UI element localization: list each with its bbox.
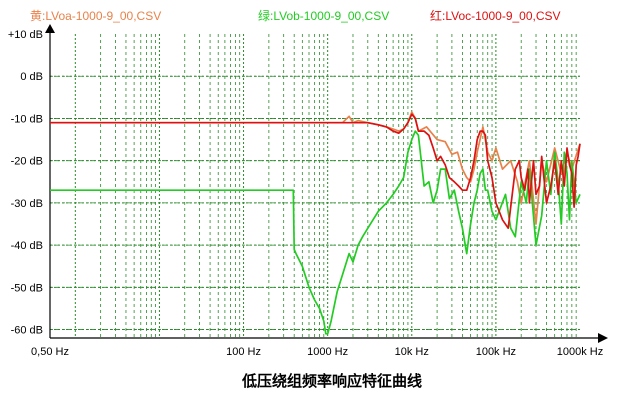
- legend-series-green: 绿:LVob-1000-9_00,CSV: [258, 8, 389, 23]
- x-tick-label: 1000k Hz: [557, 346, 603, 358]
- y-tick-label: -40 dB: [11, 240, 43, 252]
- y-tick-label: -20 dB: [11, 156, 43, 168]
- x-tick-label: 100 Hz: [226, 346, 261, 358]
- y-tick-label: 0 dB: [20, 71, 43, 83]
- y-axis-arrow: [45, 24, 55, 33]
- series-lines: [50, 111, 581, 335]
- x-tick-label: 100k Hz: [476, 346, 516, 358]
- x-axis-arrow: [598, 333, 608, 343]
- legend-series-yellow: 黄:LVoa-1000-9_00,CSV: [30, 9, 161, 23]
- y-tick-label: -10 dB: [11, 113, 43, 125]
- y-tick-label: -30 dB: [11, 198, 43, 210]
- grid: [50, 34, 580, 338]
- x-tick-label: 1000 Hz: [307, 346, 348, 358]
- y-tick-label: +10 dB: [8, 29, 43, 41]
- axes: [45, 24, 608, 343]
- y-tick-label: -50 dB: [11, 282, 43, 294]
- legend-series-red: 红:LVoc-1000-9_00,CSV: [430, 8, 561, 23]
- chart-title: 低压绕组频率响应特征曲线: [241, 372, 422, 390]
- x-tick-label: 0,50 Hz: [31, 346, 69, 358]
- x-tick-label: 10k Hz: [395, 346, 429, 358]
- tick-labels: 0,50 Hz 100 Hz 1000 Hz 10k Hz 100k Hz 1000k H…: [8, 29, 603, 358]
- y-tick-label: -60 dB: [11, 325, 43, 337]
- series-line-1: [50, 130, 581, 335]
- series-line-0: [50, 111, 581, 225]
- series-line-2: [50, 113, 581, 230]
